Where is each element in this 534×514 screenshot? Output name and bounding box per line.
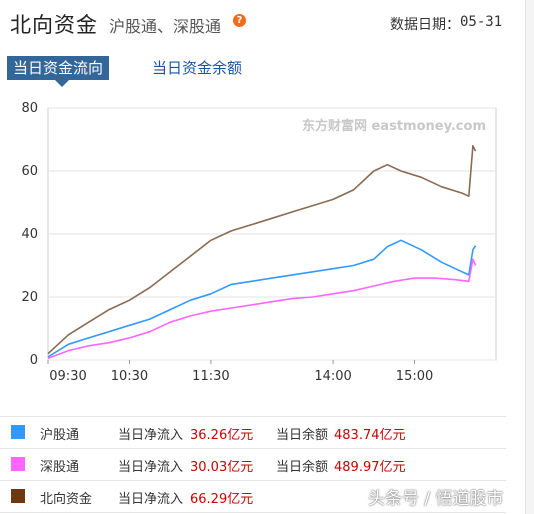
series-name: 沪股通 bbox=[40, 428, 80, 443]
balance-label: 当日余额 bbox=[276, 460, 329, 475]
y-tick-label: 80 bbox=[21, 101, 38, 116]
net-inflow-value: 30.03亿元 bbox=[190, 460, 254, 475]
series-name: 北向资金 bbox=[40, 492, 93, 507]
northbound-flow-chart: 0 20 40 60 80 09:30 10:30 11:30 14:00 15:00 东方财富网 … bbox=[21, 101, 497, 384]
x-tick-label: 09:30 bbox=[49, 369, 86, 384]
net-inflow-label: 当日净流入 bbox=[118, 492, 184, 507]
x-tick-label: 14:00 bbox=[314, 369, 351, 384]
series-line-2 bbox=[47, 145, 477, 355]
x-tick-label: 11:30 bbox=[192, 369, 229, 384]
help-icon[interactable]: ? bbox=[233, 14, 246, 27]
scrollbar-track[interactable] bbox=[525, 0, 534, 514]
series-name: 深股通 bbox=[40, 460, 80, 475]
x-tick-label: 10:30 bbox=[111, 369, 148, 384]
tab-daily-flow[interactable]: 当日资金流向 bbox=[7, 56, 110, 87]
y-tick-label: 0 bbox=[30, 353, 38, 368]
watermark: 头条号 / 悟道股市 bbox=[368, 489, 504, 509]
net-inflow-label: 当日净流入 bbox=[118, 460, 184, 475]
balance-label: 当日余额 bbox=[276, 428, 329, 443]
legend-swatch-shenzhen bbox=[11, 457, 25, 471]
legend-swatch-shanghai bbox=[11, 425, 25, 439]
net-inflow-value: 66.29亿元 bbox=[190, 492, 254, 507]
legend-row-northbound: 北向资金 当日净流入 66.29亿元 bbox=[0, 480, 506, 513]
date-label: 数据日期： bbox=[390, 17, 460, 33]
legend-table: 沪股通 当日净流入 36.26亿元 当日余额 483.74亿元 深股通 当日净流… bbox=[0, 416, 506, 513]
net-inflow-label: 当日净流入 bbox=[118, 428, 184, 443]
net-inflow-value: 36.26亿元 bbox=[190, 428, 254, 443]
x-tick-label: 15:00 bbox=[396, 369, 433, 384]
header: 北向资金 沪股通、深股通 ? 数据日期： 05-31 bbox=[0, 0, 534, 44]
page-subtitle: 沪股通、深股通 bbox=[109, 17, 222, 36]
balance-value: 489.97亿元 bbox=[334, 460, 406, 475]
balance-value: 483.74亿元 bbox=[334, 428, 406, 443]
tab-daily-balance[interactable]: 当日资金余额 bbox=[152, 59, 243, 77]
y-tick-label: 20 bbox=[21, 290, 38, 305]
y-tick-label: 40 bbox=[21, 227, 38, 242]
eastmoney-logo: 东方财富网 eastmoney.com bbox=[302, 118, 486, 134]
series-line-0 bbox=[47, 239, 477, 358]
legend-swatch-northbound bbox=[11, 489, 25, 503]
legend-row-shanghai: 沪股通 当日净流入 36.26亿元 当日余额 483.74亿元 bbox=[0, 416, 506, 448]
series-line-1 bbox=[47, 258, 477, 360]
page-title: 北向资金 bbox=[10, 13, 98, 37]
date-value: 05-31 bbox=[460, 14, 503, 30]
y-tick-label: 60 bbox=[21, 164, 38, 179]
legend-row-shenzhen: 深股通 当日净流入 30.03亿元 当日余额 489.97亿元 bbox=[0, 448, 506, 480]
